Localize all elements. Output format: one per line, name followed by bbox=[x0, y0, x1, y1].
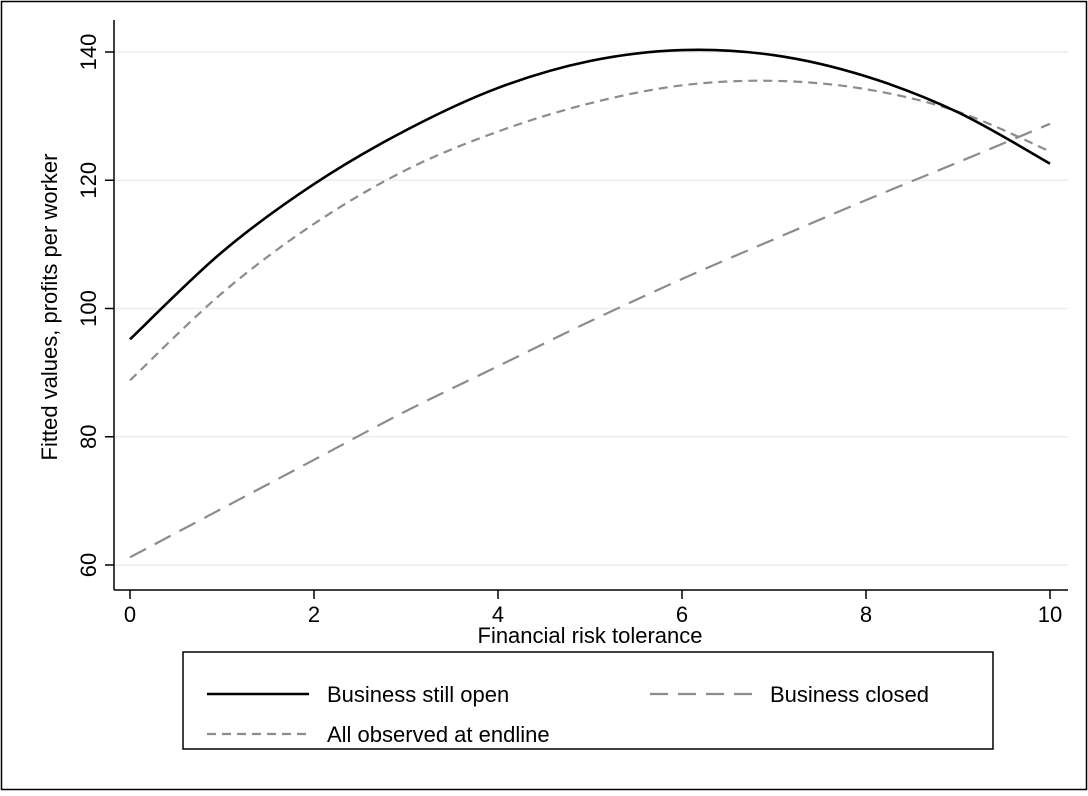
x-tick-label-4: 4 bbox=[492, 602, 504, 627]
plot-region bbox=[114, 20, 1068, 590]
x-axis-title: Financial risk tolerance bbox=[478, 623, 703, 648]
y-axis-ticks: 60 80 100 120 140 bbox=[76, 34, 114, 577]
legend-box bbox=[182, 651, 994, 750]
legend-label-business-closed: Business closed bbox=[770, 682, 929, 707]
x-tick-label-8: 8 bbox=[860, 602, 872, 627]
series-line-business-still-open bbox=[129, 48, 1051, 341]
y-axis-title: Fitted values, profits per worker bbox=[37, 154, 62, 461]
y-tick-label-100: 100 bbox=[76, 290, 101, 327]
legend-label-business-still-open: Business still open bbox=[327, 682, 509, 707]
y-tick-label-140: 140 bbox=[76, 34, 101, 71]
y-tick-label-80: 80 bbox=[76, 425, 101, 449]
x-axis-ticks: 0 2 4 6 8 10 bbox=[124, 590, 1062, 627]
series-lines bbox=[129, 48, 1051, 559]
y-tick-label-120: 120 bbox=[76, 162, 101, 199]
x-tick-label-6: 6 bbox=[676, 602, 688, 627]
x-tick-label-2: 2 bbox=[308, 602, 320, 627]
x-tick-label-10: 10 bbox=[1038, 602, 1062, 627]
grid-lines bbox=[114, 51, 1068, 566]
legend-label-all-observed-at-endline: All observed at endline bbox=[327, 722, 550, 747]
y-tick-label-60: 60 bbox=[76, 553, 101, 577]
x-tick-label-0: 0 bbox=[124, 602, 136, 627]
legend: Business still open Business closed All … bbox=[182, 651, 994, 750]
series-line-business-closed bbox=[129, 122, 1051, 559]
